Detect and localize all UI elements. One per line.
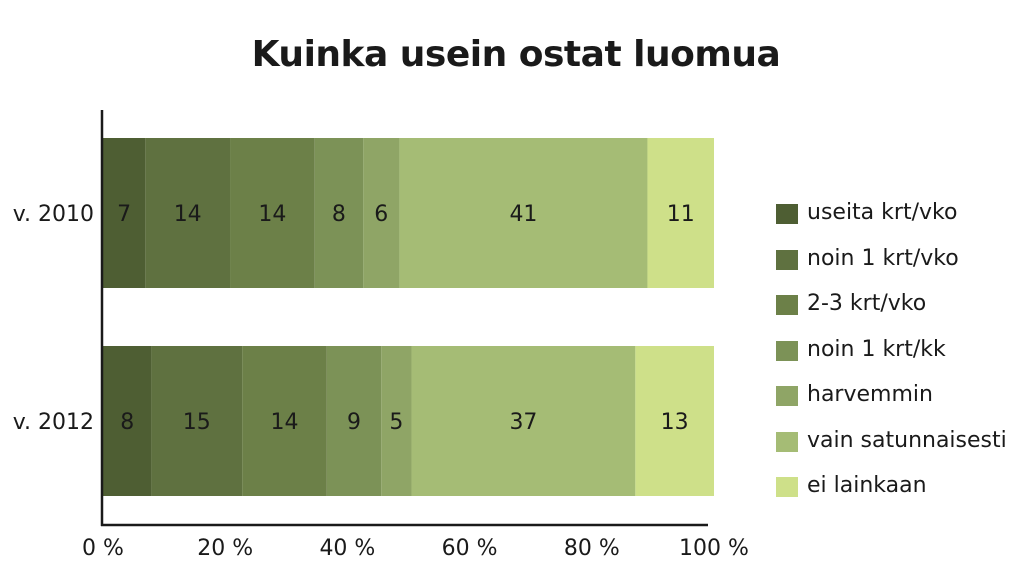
bar-segment-0-0	[103, 138, 146, 288]
legend-item: harvemmin	[776, 380, 1024, 426]
bar-segment-1-5	[411, 346, 636, 496]
data-label-0-4: 6	[374, 202, 388, 227]
legend-swatch	[776, 204, 798, 224]
legend-item: noin 1 krt/kk	[776, 335, 1024, 381]
legend-item: ei lainkaan	[776, 471, 1024, 517]
legend-swatch	[776, 295, 798, 315]
legend-label: 2-3 krt/vko	[807, 291, 927, 316]
legend-label: noin 1 krt/vko	[807, 245, 959, 271]
bars-layer: 7 14 14 8 6 41 11 8 15 14 9 5 37 13	[103, 138, 714, 496]
legend-item: vain satunnaisesti	[776, 426, 1024, 472]
x-tick-label-1: 20 %	[197, 536, 253, 561]
legend-label: harvemmin	[807, 382, 933, 407]
data-label-1-5: 37	[509, 410, 537, 435]
chart-title: Kuinka usein ostat luomua	[251, 34, 781, 75]
x-tick-label-5: 100 %	[679, 536, 749, 561]
data-label-1-2: 14	[270, 410, 298, 435]
bar-segment-1-1	[151, 346, 243, 496]
data-label-0-1: 14	[174, 202, 202, 227]
legend-label: ei lainkaan	[807, 473, 927, 498]
data-label-0-5: 41	[509, 202, 537, 227]
legend-item: 2-3 krt/vko	[776, 289, 1024, 335]
legend-label: noin 1 krt/kk	[807, 336, 946, 362]
data-label-1-4: 5	[389, 410, 403, 435]
legend-swatch	[776, 477, 798, 497]
bar-segment-1-3	[326, 346, 382, 496]
data-label-1-3: 9	[347, 410, 361, 435]
bar-segment-1-6	[635, 346, 714, 496]
bar-segment-0-1	[145, 138, 231, 288]
bar-segment-0-4	[363, 138, 400, 288]
legend-swatch	[776, 431, 798, 452]
data-label-1-6: 13	[661, 410, 689, 435]
bar-segment-0-6	[647, 138, 714, 288]
legend-swatch	[776, 386, 798, 406]
bar-segment-0-5	[399, 138, 648, 288]
x-tick-label-4: 80 %	[564, 536, 620, 561]
data-label-0-3: 8	[332, 202, 346, 227]
bar-segment-0-2	[230, 138, 315, 288]
x-tick-label-2: 40 %	[319, 536, 375, 561]
data-label-0-0: 7	[117, 202, 131, 227]
category-label-0: v. 2010	[13, 202, 94, 227]
legend-label: useita krt/vko	[807, 200, 958, 225]
bar-segment-1-0	[103, 346, 152, 496]
bar-segment-1-2	[242, 346, 327, 496]
x-tick-label-0: 0 %	[82, 536, 124, 561]
legend-item: useita krt/vko	[776, 198, 1024, 244]
legend: useita krt/vko noin 1 krt/vko 2-3 krt/vko n…	[776, 198, 1024, 517]
bar-segment-0-3	[314, 138, 364, 288]
axes-layer: v. 2010 v. 2012 0 % 20 % 40 % 60 % 80 % 100 %	[13, 110, 749, 561]
legend-label: vain satunnaisesti	[807, 427, 1007, 453]
legend-swatch	[776, 340, 798, 361]
legend-item: noin 1 krt/vko	[776, 244, 1024, 290]
category-label-1: v. 2012	[13, 410, 94, 435]
bar-segment-1-4	[381, 346, 412, 496]
data-label-0-2: 14	[258, 202, 286, 227]
data-label-1-1: 15	[183, 410, 211, 435]
x-tick-label-3: 60 %	[442, 536, 498, 561]
data-label-1-0: 8	[120, 410, 134, 435]
data-label-0-6: 11	[667, 202, 695, 227]
legend-swatch	[776, 249, 798, 270]
